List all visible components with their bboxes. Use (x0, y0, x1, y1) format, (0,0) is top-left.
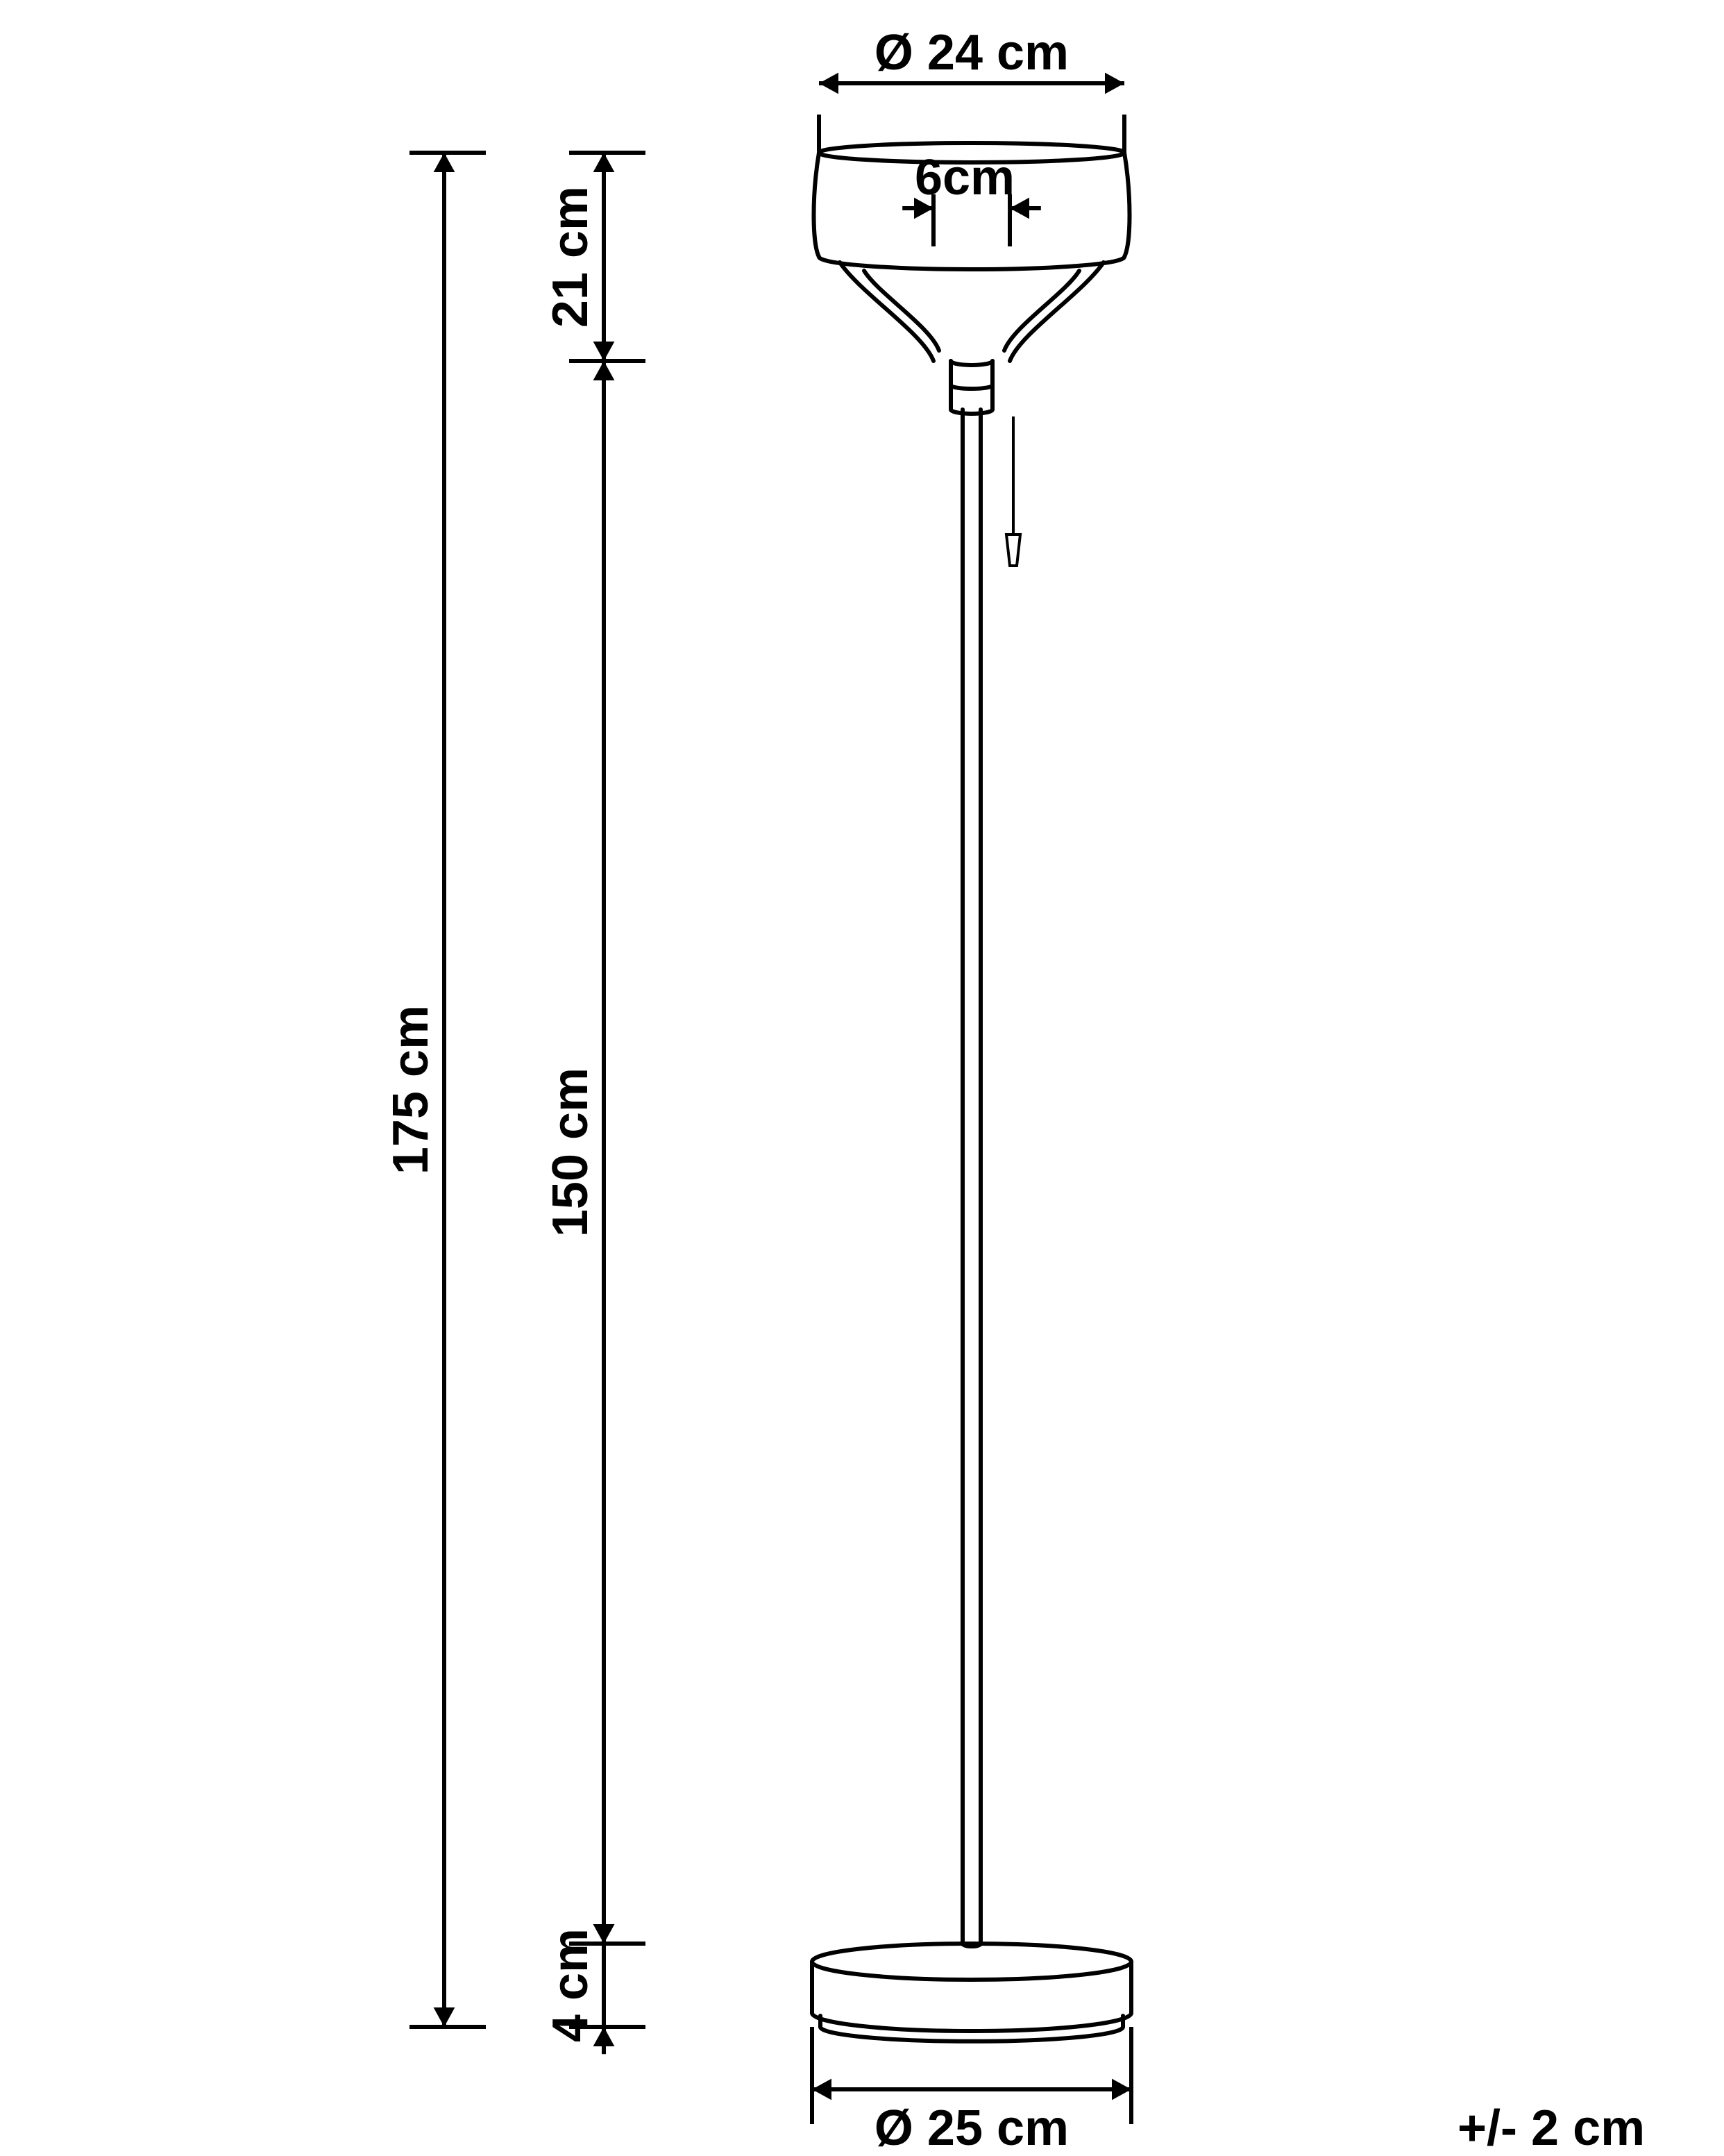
dim-base-diameter: Ø 25 cm (874, 2100, 1069, 2156)
dim-shade-top-diameter: Ø 24 cm (874, 25, 1069, 81)
lamp-drawing (812, 143, 1131, 2041)
dim-base-height: 4 cm (543, 1928, 598, 2042)
dim-shade-height: 21 cm (543, 186, 598, 328)
dim-neck-diameter: 6cm (915, 150, 1015, 205)
tolerance-note: +/- 2 cm (1457, 2100, 1645, 2156)
dim-pole-height: 150 cm (543, 1068, 598, 1237)
dim-total-height: 175 cm (383, 1005, 439, 1174)
